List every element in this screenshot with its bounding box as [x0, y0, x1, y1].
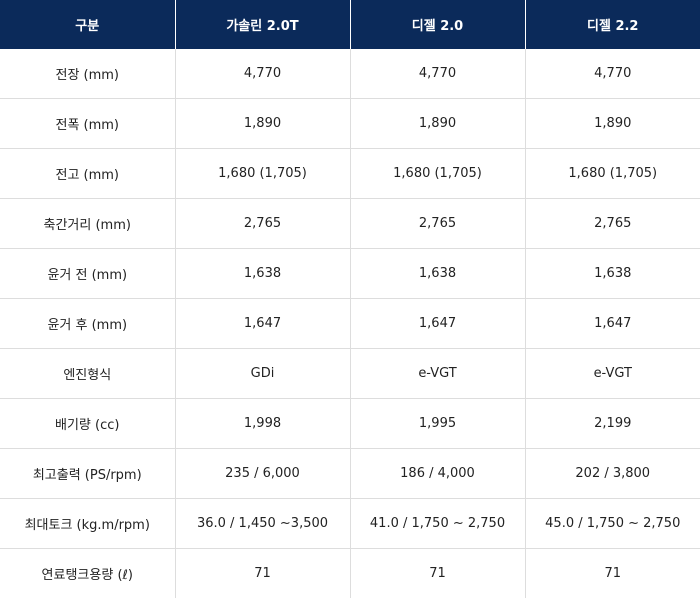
table-cell: 1,995	[350, 398, 526, 449]
table-cell: 1,647	[175, 298, 351, 349]
table-cell: 235 / 6,000	[175, 448, 351, 499]
table-cell: 2,765	[175, 198, 351, 249]
table-cell: 1,890	[525, 98, 700, 149]
table-cell: 1,890	[175, 98, 351, 149]
header-row: 구분 가솔린 2.0T 디젤 2.0 디젤 2.2	[0, 0, 700, 49]
table-row: 최고출력 (PS/rpm) 235 / 6,000 186 / 4,000 20…	[0, 448, 700, 499]
table-cell: 1,890	[350, 98, 526, 149]
table-cell: 1,680 (1,705)	[350, 148, 526, 199]
table-row: 전장 (mm) 4,770 4,770 4,770	[0, 49, 700, 99]
header-gasoline-2-0t: 가솔린 2.0T	[175, 0, 351, 49]
row-label: 전고 (mm)	[0, 148, 176, 199]
header-diesel-2-2: 디젤 2.2	[525, 0, 700, 49]
table-row: 축간거리 (mm) 2,765 2,765 2,765	[0, 198, 700, 249]
table-cell: 1,638	[175, 248, 351, 299]
table-cell: 2,199	[525, 398, 700, 449]
table-cell: 1,638	[525, 248, 700, 299]
table-cell: 186 / 4,000	[350, 448, 526, 499]
table-row: 엔진형식 GDi e-VGT e-VGT	[0, 348, 700, 399]
row-label: 전폭 (mm)	[0, 98, 176, 149]
table-cell: GDi	[175, 348, 351, 399]
table-cell: 1,638	[350, 248, 526, 299]
table-row: 윤거 후 (mm) 1,647 1,647 1,647	[0, 298, 700, 349]
spec-table-body: 전장 (mm) 4,770 4,770 4,770 전폭 (mm) 1,890 …	[0, 49, 700, 598]
row-label: 연료탱크용량 (ℓ)	[0, 548, 176, 598]
header-diesel-2-0: 디젤 2.0	[350, 0, 526, 49]
spec-table-header: 구분 가솔린 2.0T 디젤 2.0 디젤 2.2	[0, 0, 700, 49]
table-cell: 4,770	[525, 49, 700, 99]
table-row: 배기량 (cc) 1,998 1,995 2,199	[0, 398, 700, 449]
table-cell: 41.0 / 1,750 ~ 2,750	[350, 498, 526, 549]
table-cell: 36.0 / 1,450 ~3,500	[175, 498, 351, 549]
table-cell: 1,647	[350, 298, 526, 349]
table-cell: 71	[604, 566, 622, 581]
table-row: 윤거 전 (mm) 1,638 1,638 1,638	[0, 248, 700, 299]
table-row: 전폭 (mm) 1,890 1,890 1,890	[0, 98, 700, 149]
table-cell: 1,680 (1,705)	[175, 148, 351, 199]
table-cell: 71	[175, 548, 351, 598]
header-category: 구분	[0, 0, 176, 49]
table-cell: 202 / 3,800	[525, 448, 700, 499]
table-cell: 2,765	[350, 198, 526, 249]
table-cell: 1,998	[175, 398, 351, 449]
row-label: 윤거 전 (mm)	[0, 248, 176, 299]
table-cell: 45.0 / 1,750 ~ 2,750	[525, 498, 700, 549]
table-row: 연료탱크용량 (ℓ) 71 71 71	[0, 548, 700, 598]
table-row: 전고 (mm) 1,680 (1,705) 1,680 (1,705) 1,68…	[0, 148, 700, 199]
table-row: 최대토크 (kg.m/rpm) 36.0 / 1,450 ~3,500 41.0…	[0, 498, 700, 549]
table-cell: 1,647	[525, 298, 700, 349]
row-label: 윤거 후 (mm)	[0, 298, 176, 349]
table-cell: 71	[350, 548, 526, 598]
row-label: 엔진형식	[0, 348, 176, 399]
table-cell: e-VGT	[350, 348, 526, 399]
table-cell: 2,765	[525, 198, 700, 249]
table-cell: 4,770	[175, 49, 351, 99]
row-label: 축간거리 (mm)	[0, 198, 176, 249]
table-cell: 4,770	[350, 49, 526, 99]
row-label: 최고출력 (PS/rpm)	[0, 448, 176, 499]
table-cell: e-VGT	[525, 348, 700, 399]
row-label: 최대토크 (kg.m/rpm)	[0, 498, 176, 549]
table-cell: 1,680 (1,705)	[525, 148, 700, 199]
row-label: 배기량 (cc)	[0, 398, 176, 449]
row-label: 전장 (mm)	[0, 49, 176, 99]
